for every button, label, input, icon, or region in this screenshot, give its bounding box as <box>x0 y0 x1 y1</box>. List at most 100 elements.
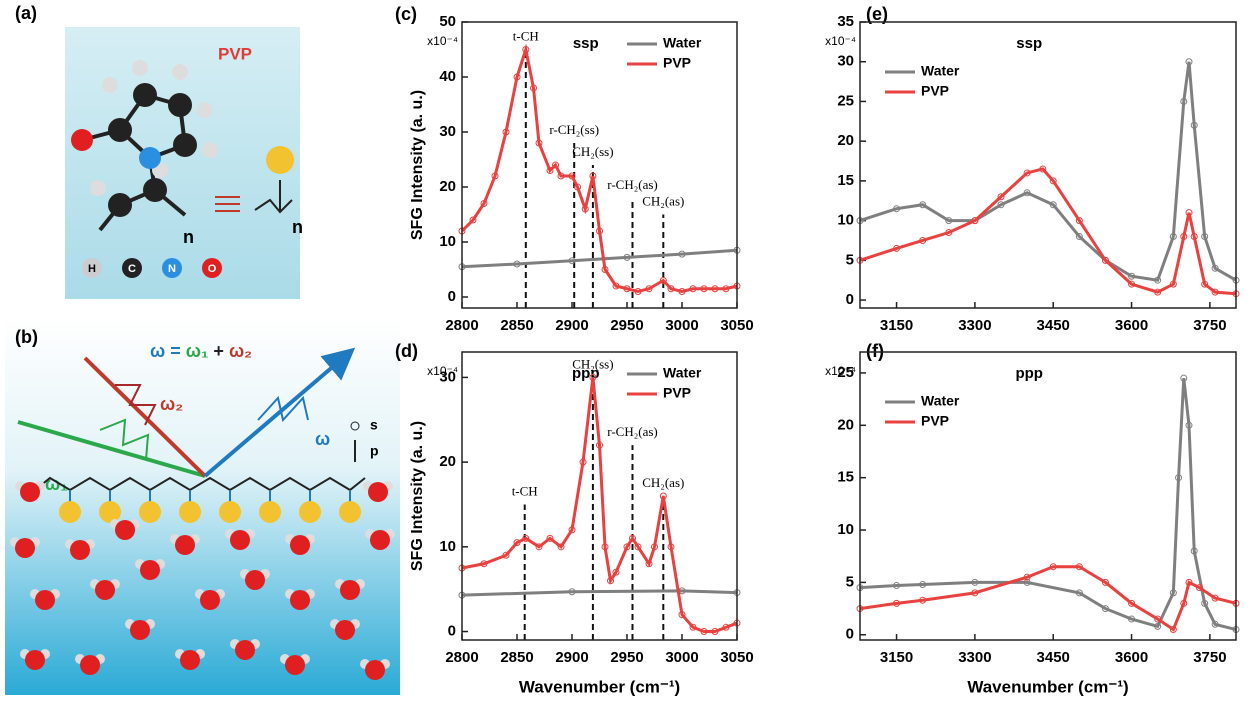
y-tick-label: 35 <box>837 13 854 30</box>
data-point <box>1201 233 1209 240</box>
y-tick-label: 10 <box>439 233 456 250</box>
data-point <box>623 253 631 261</box>
data-point <box>919 201 927 209</box>
water-o <box>25 650 45 670</box>
bead <box>99 501 121 523</box>
data-point <box>1180 599 1188 607</box>
data-point <box>1049 177 1057 185</box>
data-point <box>1185 58 1193 66</box>
x-tick-label: 3600 <box>1115 317 1148 334</box>
panel-label: (f) <box>866 341 884 361</box>
data-point <box>568 257 576 265</box>
x-tick-label: 2900 <box>555 317 588 334</box>
data-point <box>1154 288 1162 296</box>
data-point <box>1023 169 1031 177</box>
y-unit: x10⁻⁴ <box>825 34 856 48</box>
series-line <box>461 589 738 597</box>
chart: (c) ssp x10⁻⁴ SFG Intensity (a. u.) 2800 2850… <box>395 4 754 334</box>
y-tick-label: 20 <box>439 178 456 195</box>
water-o <box>290 590 310 610</box>
data-point <box>469 216 477 224</box>
data-point <box>1023 189 1031 197</box>
data-point <box>919 580 927 588</box>
equivalence <box>215 196 240 212</box>
panel-label: (c) <box>395 4 417 24</box>
beam-label: ω₁ <box>45 474 68 494</box>
eq-lhs: ω = <box>150 341 181 361</box>
data-point <box>612 568 620 576</box>
series-line <box>859 61 1237 282</box>
y-tick-label: 20 <box>439 453 456 470</box>
series-line <box>460 43 738 294</box>
y-tick-label: 10 <box>439 538 456 555</box>
x-tick-label: 2800 <box>445 649 478 666</box>
y-tick-label: 0 <box>846 626 854 643</box>
data-point <box>1211 264 1219 272</box>
beam-w2 <box>83 356 207 478</box>
data-point <box>568 588 576 596</box>
x-axis-label: Wavenumber (cm⁻¹) <box>519 677 680 696</box>
x-tick-label: 3450 <box>1037 317 1070 334</box>
data-point <box>513 73 521 81</box>
data-point <box>513 539 521 547</box>
data-point <box>678 250 686 258</box>
y-tick-label: 40 <box>439 68 456 85</box>
legend-label: PVP <box>921 413 949 429</box>
water-o <box>340 580 360 600</box>
water-molecules <box>10 481 395 680</box>
data-point <box>557 543 565 551</box>
chart-title: ssp <box>573 35 599 52</box>
x-tick-label: 3150 <box>880 317 913 334</box>
data-point <box>607 577 614 585</box>
y-axis-label: SFG Intensity (a. u.) <box>409 421 426 571</box>
data-point <box>893 599 901 607</box>
water-o <box>140 560 160 580</box>
x-tick-label: 3600 <box>1115 649 1148 666</box>
panel-label: (b) <box>15 327 38 347</box>
data-point <box>1169 626 1177 634</box>
data-point <box>945 217 953 225</box>
bead-symbol <box>254 146 294 214</box>
data-point <box>1075 563 1083 571</box>
data-point <box>552 161 559 169</box>
data-point <box>971 217 979 225</box>
data-point <box>522 534 530 542</box>
water-o <box>370 530 390 550</box>
data-point <box>667 285 675 293</box>
data-point <box>1154 276 1162 284</box>
data-point <box>1180 97 1188 105</box>
data-point <box>557 172 565 180</box>
y-tick-label: 10 <box>837 212 854 229</box>
legend-label: Water <box>663 35 702 51</box>
data-point <box>1185 209 1193 217</box>
annotation: r-CH₂(as) <box>607 424 657 439</box>
water-o <box>235 640 255 660</box>
data-point <box>1211 288 1219 296</box>
legend-label: Water <box>921 393 960 409</box>
data-point <box>589 172 597 180</box>
water-o <box>130 620 150 640</box>
data-point <box>1185 578 1193 586</box>
atom-key: N <box>168 263 176 275</box>
x-tick-label: 3450 <box>1037 649 1070 666</box>
annotation: CH₂(ss) <box>572 144 613 159</box>
polymer-chain <box>34 476 366 492</box>
legend-label: Water <box>921 63 960 79</box>
data-point <box>893 244 901 252</box>
plot-frame <box>859 351 1237 641</box>
data-point <box>1128 599 1136 607</box>
plot-frame <box>461 21 738 309</box>
y-tick-label: 20 <box>837 132 854 149</box>
data-point <box>1154 615 1162 623</box>
data-point <box>1023 578 1031 586</box>
data-point <box>711 628 719 636</box>
panel-a: (a) PVP n n H C N O <box>15 3 303 299</box>
atom-key: C <box>128 263 136 275</box>
data-point <box>659 492 667 500</box>
x-tick-label: 2900 <box>555 649 588 666</box>
data-point <box>1180 374 1188 382</box>
data-point <box>596 227 603 235</box>
water-o <box>335 620 355 640</box>
x-tick-label: 2850 <box>500 317 533 334</box>
